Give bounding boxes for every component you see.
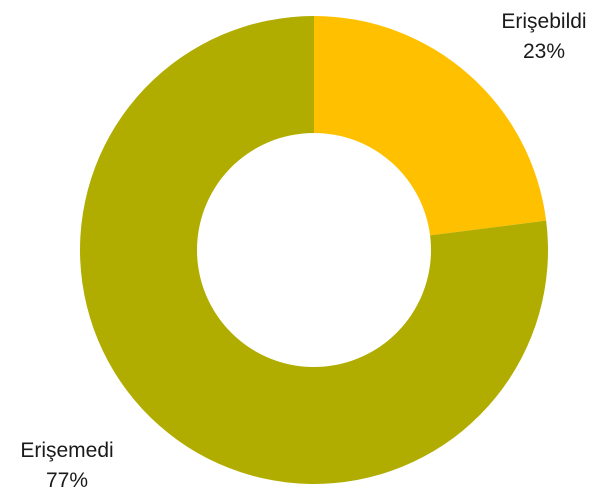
slice-label-percent-2: 77% [46, 469, 88, 492]
slice-labels: Erişebildi 23% Erişemedi 77% [20, 10, 586, 492]
slice-label-percent-1: 23% [523, 40, 565, 63]
donut-slices [80, 16, 549, 484]
slice-label-name-2: Erişemedi [20, 439, 113, 462]
slice-label-name-1: Erişebildi [501, 10, 586, 33]
donut-slice-1 [314, 16, 547, 236]
donut-slice-2 [80, 16, 549, 484]
